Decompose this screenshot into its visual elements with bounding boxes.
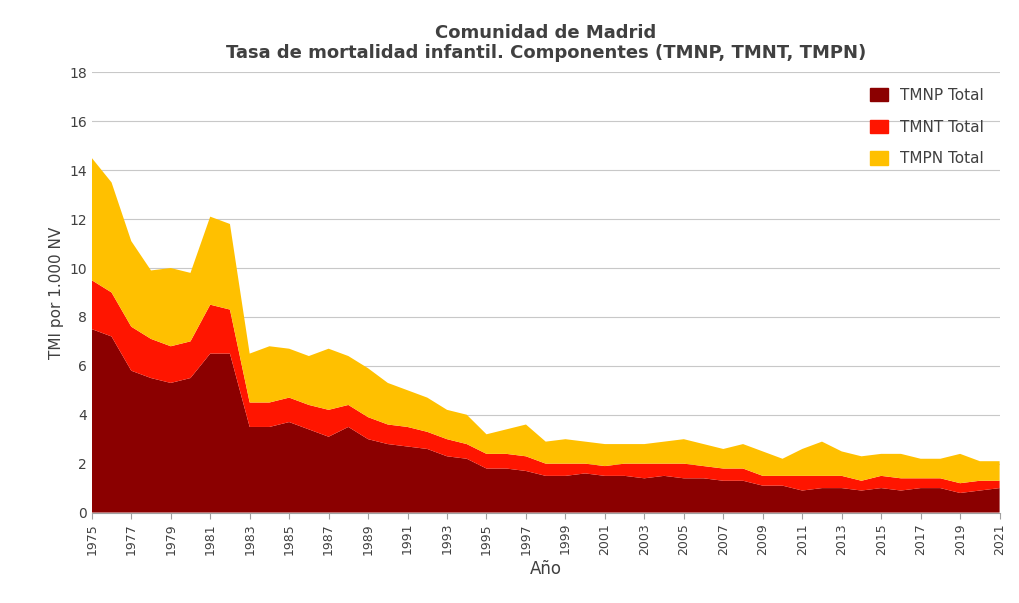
- Y-axis label: TMI por 1.000 NV: TMI por 1.000 NV: [49, 226, 63, 359]
- X-axis label: Año: Año: [529, 560, 561, 578]
- Legend: TMNP Total, TMNT Total, TMPN Total: TMNP Total, TMNT Total, TMPN Total: [861, 80, 991, 174]
- Title: Comunidad de Madrid
Tasa de mortalidad infantil. Componentes (TMNP, TMNT, TMPN): Comunidad de Madrid Tasa de mortalidad i…: [225, 24, 865, 63]
